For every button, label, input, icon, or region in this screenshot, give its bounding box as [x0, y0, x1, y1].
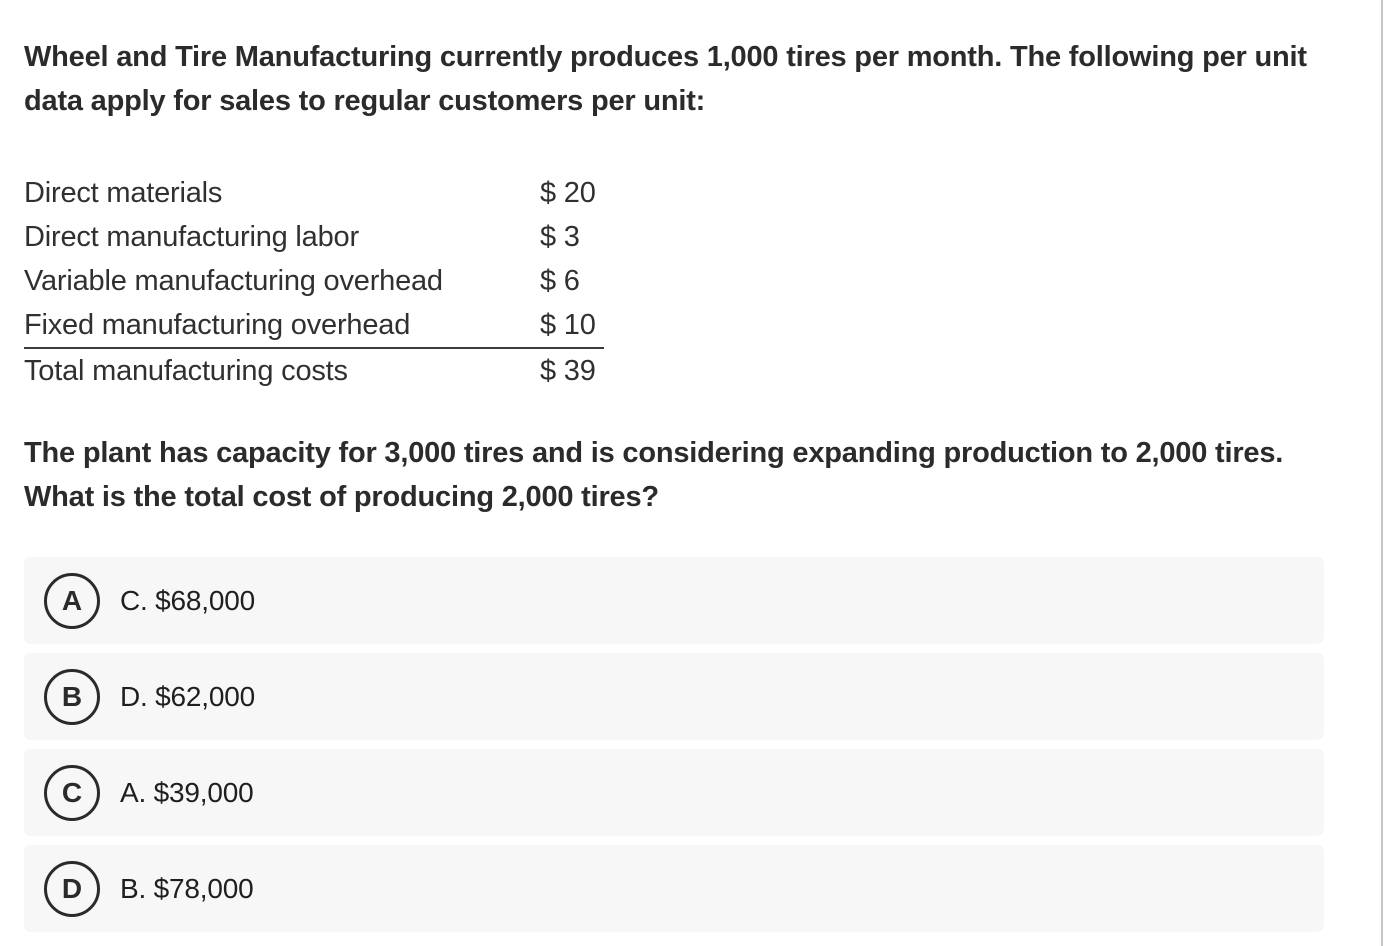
cost-row-total: Total manufacturing costs $ 39	[24, 349, 604, 393]
option-text: C. $68,000	[120, 584, 255, 616]
answer-option-b[interactable]: B D. $62,000	[24, 653, 1324, 740]
cost-amount: $ 6	[540, 265, 580, 297]
answer-option-a[interactable]: A C. $68,000	[24, 557, 1324, 644]
cost-row-direct-labor: Direct manufacturing labor $ 3	[24, 215, 604, 259]
option-text: D. $62,000	[120, 680, 255, 712]
cost-amount: $ 3	[540, 221, 580, 253]
option-text: B. $78,000	[120, 872, 254, 904]
option-letter: C	[61, 776, 83, 808]
answer-options: A C. $68,000 B D. $62,000 C A. $39,000 D	[24, 557, 1324, 932]
option-letter-badge: B	[44, 668, 100, 725]
cost-label: Direct manufacturing labor	[24, 221, 359, 253]
cost-label: Direct materials	[24, 177, 223, 209]
cost-row-direct-materials: Direct materials $ 20	[24, 171, 604, 215]
question-intro-text: Wheel and Tire Manufacturing currently p…	[24, 41, 1307, 117]
option-letter-badge: C	[44, 764, 100, 821]
cost-table: Direct materials $ 20 Direct manufacturi…	[24, 171, 1324, 393]
answer-option-d[interactable]: D B. $78,000	[24, 845, 1324, 932]
option-letter-badge: D	[44, 860, 100, 917]
option-letter: D	[61, 872, 83, 904]
right-edge-divider	[1381, 0, 1383, 946]
option-text: A. $39,000	[120, 776, 254, 808]
cost-label: Fixed manufacturing overhead	[24, 309, 411, 341]
cost-row-fixed-overhead: Fixed manufacturing overhead $ 10	[24, 303, 604, 349]
option-letter-badge: A	[44, 572, 100, 629]
cost-row-variable-overhead: Variable manufacturing overhead $ 6	[24, 259, 604, 303]
cost-label: Variable manufacturing overhead	[24, 265, 443, 297]
cost-amount: $ 20	[540, 177, 596, 209]
question-prompt-text: The plant has capacity for 3,000 tires a…	[24, 437, 1284, 513]
answer-option-c[interactable]: C A. $39,000	[24, 749, 1324, 836]
cost-amount: $ 39	[540, 355, 596, 387]
cost-amount: $ 10	[540, 309, 596, 341]
cost-label: Total manufacturing costs	[24, 355, 348, 387]
option-letter: A	[61, 584, 83, 616]
option-letter: B	[61, 680, 83, 712]
